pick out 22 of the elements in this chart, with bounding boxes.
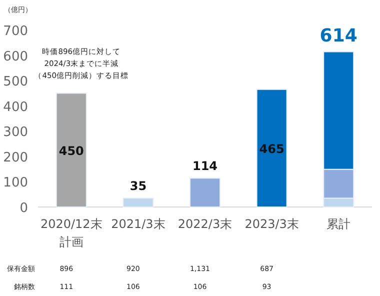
x-tick-label: 2022/3末 <box>178 217 232 231</box>
bar <box>122 198 154 208</box>
data-label: 114 <box>192 159 218 174</box>
data-label: 465 <box>259 142 284 156</box>
bar <box>56 92 87 208</box>
bar <box>256 88 288 208</box>
y-tick-label: 0 <box>20 201 28 216</box>
y-tick-label: 200 <box>3 150 28 166</box>
y-tick-label: 300 <box>3 125 28 140</box>
x-tick-label: 2023/3末 <box>244 217 299 231</box>
data-label: 35 <box>130 179 147 194</box>
y-tick-label: 600 <box>3 49 28 64</box>
x-tick-label: 累計 <box>326 217 351 231</box>
data-label: 450 <box>58 144 84 158</box>
y-tick-label: 700 <box>3 24 28 39</box>
y-tick-label: 400 <box>3 100 28 115</box>
total-label: 614 <box>320 26 358 47</box>
y-tick-label: 100 <box>3 176 28 191</box>
x-tick-label: 2021/3末 <box>111 217 166 231</box>
x-tick-label: 2020/12末計画 <box>40 217 102 249</box>
bar <box>190 178 220 208</box>
y-tick-label: 500 <box>3 74 28 90</box>
